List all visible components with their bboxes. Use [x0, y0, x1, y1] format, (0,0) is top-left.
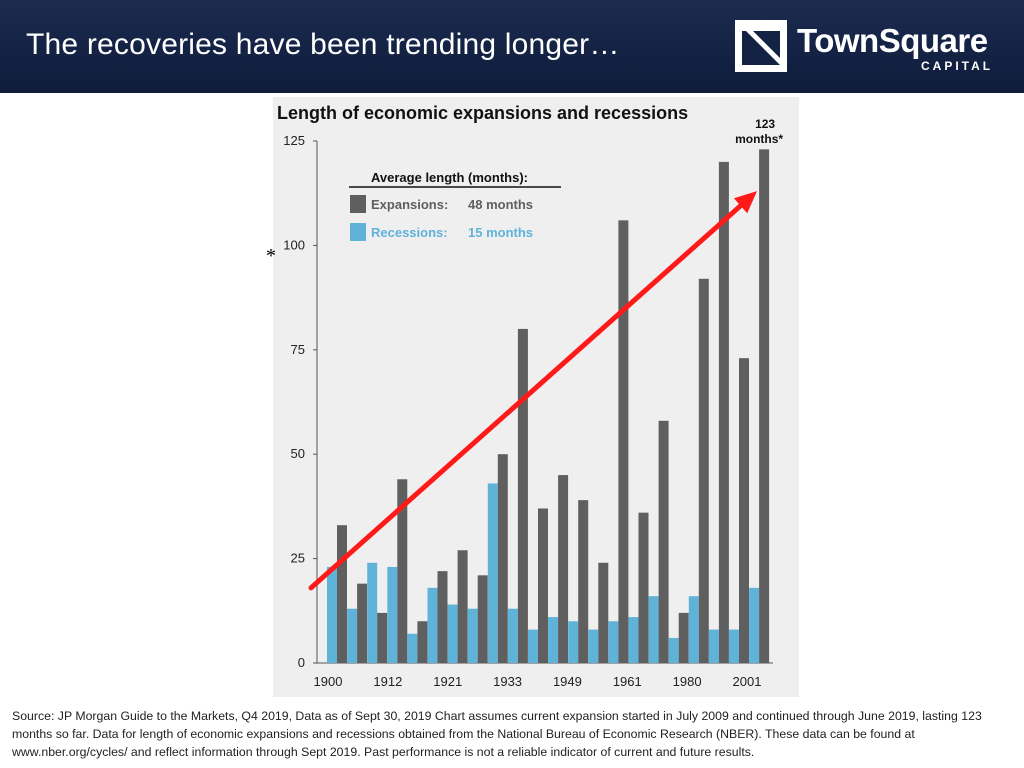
townsquare-logo: TownSquare CAPITAL — [735, 18, 993, 78]
expansion-bar — [698, 278, 709, 663]
recession-bar — [347, 608, 358, 663]
x-tick-label: 1961 — [613, 674, 642, 689]
expansions-recessions-chart: Length of economic expansions and recess… — [273, 97, 799, 697]
legend-swatch — [350, 223, 366, 241]
recession-bar — [648, 596, 659, 663]
expansion-bar — [558, 475, 569, 663]
x-tick-label: 1980 — [673, 674, 702, 689]
expansion-bar — [497, 454, 508, 663]
recession-bar — [729, 629, 739, 663]
chart-container: Length of economic expansions and recess… — [273, 97, 799, 697]
recession-bar — [487, 483, 498, 663]
x-tick-label: 1912 — [373, 674, 402, 689]
expansion-bar — [578, 500, 589, 663]
expansion-bar — [638, 512, 649, 663]
recession-bar — [528, 629, 538, 663]
expansion-bar — [618, 220, 629, 663]
expansion-bar — [337, 525, 347, 663]
x-tick-label: 1921 — [433, 674, 462, 689]
expansion-bar — [739, 358, 749, 663]
recession-bar — [467, 608, 478, 663]
recession-bar — [387, 566, 398, 663]
recession-bar — [447, 604, 458, 663]
annotation-unit: months* — [735, 132, 783, 146]
slide-title: The recoveries have been trending longer… — [26, 28, 620, 61]
recession-bar — [327, 566, 337, 663]
logo-name: TownSquare — [797, 22, 988, 59]
expansion-bar — [397, 479, 408, 663]
trend-arrow-line — [308, 203, 744, 591]
annotation-value: 123 — [755, 117, 775, 131]
expansion-bar — [477, 575, 488, 663]
x-tick-label: 2001 — [733, 674, 762, 689]
x-tick-label: 1949 — [553, 674, 582, 689]
expansion-bar — [678, 612, 689, 663]
recession-bar — [427, 587, 438, 663]
expansion-bar — [598, 562, 609, 663]
recession-bar — [749, 587, 760, 663]
source-note: Source: JP Morgan Guide to the Markets, … — [12, 709, 982, 759]
legend-label: Expansions: — [371, 197, 448, 212]
recession-bar — [668, 637, 679, 663]
y-tick-label: 75 — [291, 342, 305, 357]
recession-bar — [608, 621, 619, 663]
x-tick-label: 1900 — [314, 674, 343, 689]
recession-bar — [568, 621, 579, 663]
recession-bar — [588, 629, 599, 663]
y-tick-label: 100 — [283, 237, 305, 252]
recession-bar — [548, 617, 559, 663]
y-tick-label: 25 — [291, 551, 305, 566]
legend-value: 15 months — [468, 225, 533, 240]
recession-bar — [407, 633, 418, 663]
logo-subtitle: CAPITAL — [921, 59, 994, 73]
legend-label: Recessions: — [371, 225, 448, 240]
slide-header: The recoveries have been trending longer… — [0, 0, 1024, 93]
y-tick-label: 125 — [283, 133, 305, 148]
legend-swatch — [350, 195, 366, 213]
recession-bar — [708, 629, 719, 663]
chart-title: Length of economic expansions and recess… — [277, 103, 688, 123]
expansion-bar — [538, 508, 548, 663]
expansion-bar — [437, 571, 448, 663]
recession-bar — [688, 596, 699, 663]
expansion-bar — [718, 161, 729, 663]
legend-heading: Average length (months): — [371, 170, 528, 185]
expansion-bar — [759, 149, 770, 664]
expansion-bar — [457, 550, 468, 663]
footnote-marker: * — [266, 245, 276, 267]
trend-arrow-head — [733, 191, 757, 214]
recession-bar — [628, 617, 639, 663]
expansion-bar — [357, 583, 368, 663]
y-tick-label: 50 — [291, 446, 305, 461]
expansion-bar — [377, 612, 388, 663]
logo-mark-icon — [735, 20, 787, 72]
x-tick-label: 1933 — [493, 674, 522, 689]
expansion-bar — [417, 621, 428, 663]
expansion-bar — [517, 328, 528, 663]
legend-value: 48 months — [468, 197, 533, 212]
y-tick-label: 0 — [298, 655, 305, 670]
recession-bar — [507, 608, 518, 663]
expansion-bar — [658, 420, 669, 663]
recession-bar — [367, 562, 378, 663]
